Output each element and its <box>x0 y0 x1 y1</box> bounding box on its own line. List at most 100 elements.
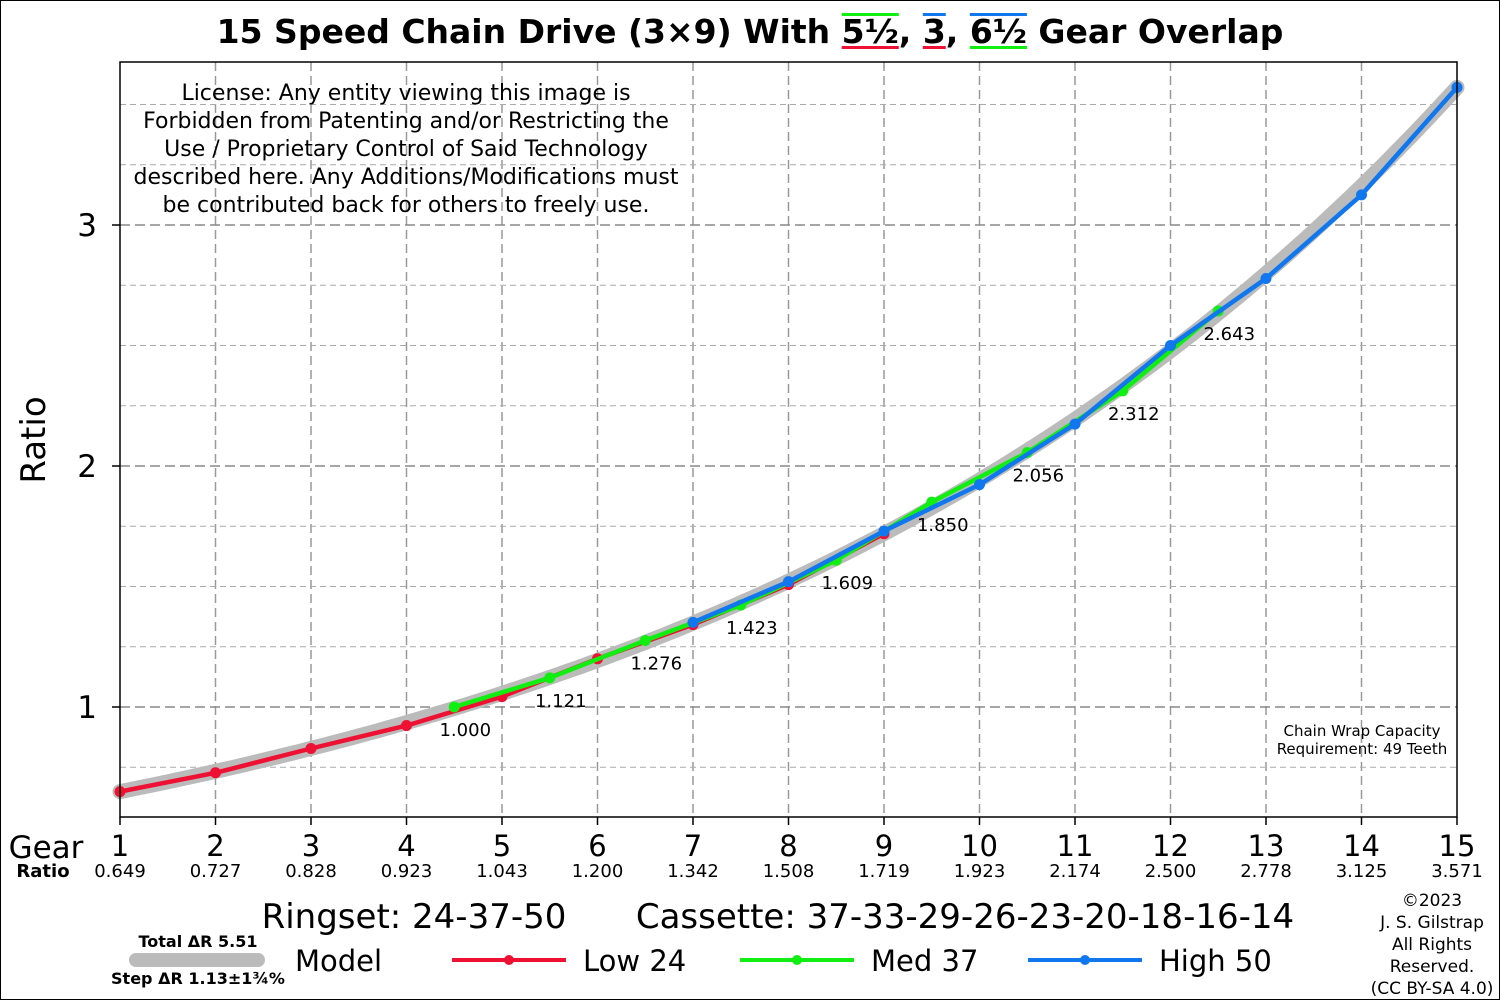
title-overline <box>969 13 1027 16</box>
legend-high-marker <box>1080 955 1090 965</box>
legend-med-marker <box>792 955 802 965</box>
x-tick-label: 3 <box>302 829 320 863</box>
copyright: ©2023 J. S. Gilstrap All Rights Reserved… <box>1371 891 1494 999</box>
legend-low-label: Low 24 <box>583 944 686 978</box>
point-high-50 <box>1165 340 1176 351</box>
title-sep-2: , <box>946 12 970 51</box>
x-ratio-label: 0.828 <box>285 861 337 882</box>
legend-model-label: Model <box>295 944 382 978</box>
point-high-50 <box>878 525 890 537</box>
x-tick-label: 1 <box>111 829 129 863</box>
x-ratio-label: 2.778 <box>1240 861 1292 882</box>
license-line: License: Any entity viewing this image i… <box>181 81 630 106</box>
x-ratio-label: 1.923 <box>954 861 1006 882</box>
x-tick-label: 13 <box>1248 829 1285 863</box>
x-ratio-label: 3.571 <box>1431 861 1483 882</box>
x-ratio-label: 1.719 <box>858 861 910 882</box>
legend-low-marker <box>504 955 514 965</box>
ratio-annotations: 1.000 1.121 1.276 1.423 1.609 1.850 2.056 2.312… <box>439 324 1255 741</box>
axes: 10.64920.72730.82840.92351.04361.20071.3… <box>77 208 1483 882</box>
x-tick-label: 14 <box>1343 829 1380 863</box>
y-axis-label: Ratio <box>14 396 54 483</box>
title-underline <box>969 46 1027 49</box>
x-tick-label: 15 <box>1439 829 1476 863</box>
x-ratio-label: 1.200 <box>572 861 624 882</box>
title-suffix: Gear Overlap <box>1027 12 1283 51</box>
series-line-med-37 <box>453 309 1220 710</box>
legend-med-label: Med 37 <box>871 944 978 978</box>
title-prefix: 15 Speed Chain Drive (3×9) With <box>217 12 842 51</box>
ratio-annotation: 2.643 <box>1203 324 1255 345</box>
series-lines <box>114 81 1463 798</box>
y-tick-label: 3 <box>77 208 97 244</box>
grid-lines <box>120 62 1457 817</box>
title-overlap-med-high: 6½ <box>970 12 1027 51</box>
point-low-24 <box>305 742 317 754</box>
point-med-37 <box>544 672 556 684</box>
x-tick-label: 9 <box>875 829 893 863</box>
ratio-annotation: 1.850 <box>917 515 969 536</box>
license-notice: License: Any entity viewing this image i… <box>134 81 679 218</box>
chain-wrap-line: Chain Wrap Capacity <box>1284 722 1441 740</box>
legend-high-label: High 50 <box>1159 944 1272 978</box>
copyright-line: All Rights <box>1392 935 1472 955</box>
point-high-50 <box>974 479 985 491</box>
title-underline <box>841 46 899 49</box>
copyright-line: Reserved. <box>1390 957 1475 977</box>
license-line: described here. Any Additions/Modificati… <box>134 165 679 190</box>
legend-step-delta: Step ΔR 1.13±1¾% <box>111 969 285 988</box>
chain-wrap-line: Requirement: 49 Teeth <box>1277 740 1448 758</box>
title-overline <box>841 13 899 16</box>
point-med-37 <box>448 701 460 713</box>
point-high-50 <box>1069 418 1081 430</box>
copyright-line: J. S. Gilstrap <box>1379 913 1484 933</box>
ratio-annotation: 1.000 <box>439 720 491 741</box>
x-tick-label: 2 <box>206 829 224 863</box>
x-ratio-label: 0.727 <box>190 861 242 882</box>
license-line: Forbidden from Patenting and/or Restrict… <box>143 109 669 134</box>
ratio-annotation: 1.423 <box>726 618 778 639</box>
x-tick-label: 6 <box>588 829 606 863</box>
title-underline <box>922 46 946 49</box>
point-low-24 <box>401 720 412 732</box>
y-tick-label: 1 <box>77 690 97 726</box>
point-low-24 <box>210 767 221 779</box>
title-overlap-low-med: 5½ <box>842 12 899 51</box>
x-axis-label: Gear <box>9 830 84 866</box>
x-ratio-label: 1.508 <box>763 861 815 882</box>
x-tick-label: 5 <box>493 829 511 863</box>
x-ratio-label: 1.043 <box>476 861 528 882</box>
title-overlap-color-marks <box>841 13 1027 49</box>
legend: Total ΔR 5.51 Step ΔR 1.13±1¾% Model Low… <box>111 932 1272 988</box>
x-ratio-label: 2.174 <box>1049 861 1101 882</box>
point-high-50 <box>1356 189 1367 201</box>
x-ratio-label: 2.500 <box>1145 861 1197 882</box>
ratio-annotation: 1.121 <box>535 691 587 712</box>
x-tick-label: 11 <box>1057 829 1094 863</box>
x-tick-label: 7 <box>684 829 702 863</box>
x-ratio-label: 0.923 <box>381 861 433 882</box>
license-line: Use / Proprietary Control of Said Techno… <box>164 137 648 162</box>
ratio-annotation: 1.276 <box>630 653 682 674</box>
legend-total-delta: Total ΔR 5.51 <box>138 932 257 951</box>
x-tick-label: 8 <box>779 829 797 863</box>
cassette-text: Cassette: 37-33-29-26-23-20-18-16-14 <box>636 897 1294 937</box>
x-ratio-label: 1.342 <box>667 861 719 882</box>
point-high-50 <box>783 576 794 588</box>
title-overlap-low-high: 3 <box>923 12 946 51</box>
x-tick-label: 4 <box>397 829 415 863</box>
x-tick-label: 12 <box>1152 829 1189 863</box>
license-line: be contributed back for others to freely… <box>163 193 650 218</box>
title-overline <box>922 13 946 16</box>
ringset-text: Ringset: 24-37-50 <box>262 897 567 937</box>
point-high-50 <box>1260 273 1272 285</box>
x-tick-label: 10 <box>961 829 998 863</box>
chart-title: 15 Speed Chain Drive (3×9) With 5½, 3, 6… <box>217 12 1284 51</box>
copyright-line: (CC BY-SA 4.0) <box>1371 979 1494 999</box>
point-high-50 <box>687 616 699 628</box>
ratio-annotation: 2.312 <box>1108 404 1160 425</box>
y-tick-label: 2 <box>77 449 97 485</box>
ratio-annotation: 1.609 <box>821 573 873 594</box>
copyright-line: ©2023 <box>1402 891 1462 911</box>
